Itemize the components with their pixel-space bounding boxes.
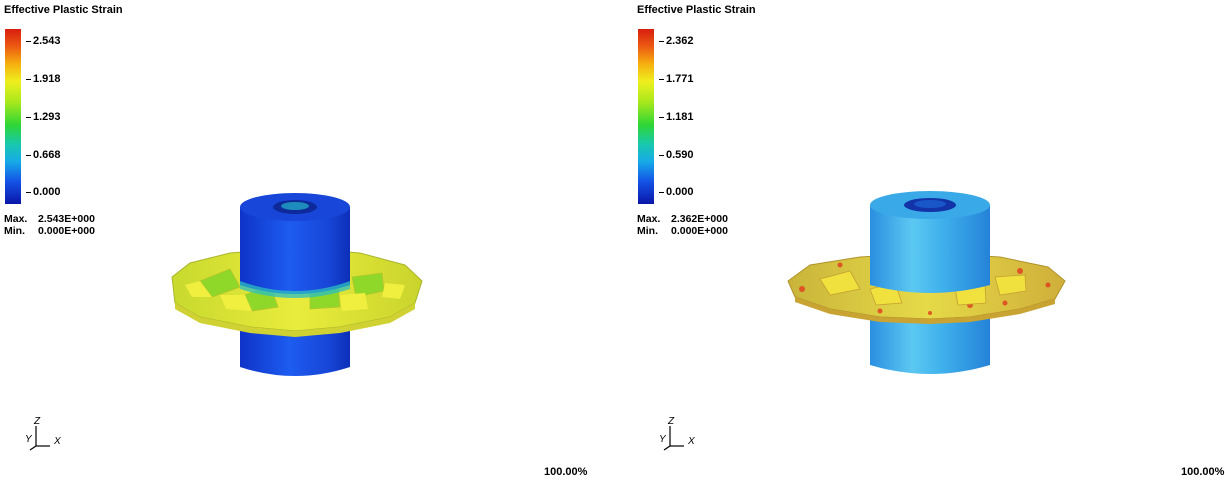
axis-triad: Z Y X (25, 416, 61, 451)
axis-triad: Z Y X (659, 416, 695, 451)
color-scale-bar (638, 29, 654, 204)
max-label: Max. (4, 213, 28, 225)
scale-tick-label: 2.543 (26, 36, 73, 47)
scale-tick-label: 1.771 (659, 74, 706, 85)
min-value: 0.000E+000 (38, 225, 95, 237)
zoom-level: 100.00% (1181, 466, 1225, 478)
max-label: Max. (637, 213, 661, 225)
part-model-render (787, 191, 1066, 374)
min-label: Min. (4, 225, 25, 237)
min-value: 0.000E+000 (671, 225, 728, 237)
result-panel-right: Effective Plastic Strain 2.362 1.771 1.1… (612, 0, 1225, 482)
color-scale-bar (5, 29, 21, 204)
axis-label-z: Z (667, 416, 675, 427)
min-label: Min. (637, 225, 658, 237)
scale-tick-label: 0.668 (26, 150, 73, 161)
result-panel-left: Effective Plastic Strain 2.543 1.918 1.2… (0, 0, 612, 482)
scale-tick-label: 0.000 (26, 187, 73, 198)
axis-label-z: Z (33, 416, 41, 427)
min-max-readout: Max. 2.543E+000 Min. 0.000E+000 (4, 213, 95, 237)
max-value: 2.362E+000 (671, 213, 728, 225)
legend-title: Effective Plastic Strain (4, 4, 123, 16)
scale-tick-label: 2.362 (659, 36, 706, 47)
axis-label-y: Y (25, 434, 33, 445)
axis-label-x: X (53, 436, 61, 447)
axis-label-y: Y (659, 434, 667, 445)
zoom-level: 100.00% (544, 466, 588, 478)
max-value: 2.543E+000 (38, 213, 95, 225)
legend-title: Effective Plastic Strain (637, 4, 756, 16)
scale-tick-label: 0.000 (659, 187, 706, 198)
axis-label-x: X (687, 436, 695, 447)
min-max-readout: Max. 2.362E+000 Min. 0.000E+000 (637, 213, 728, 237)
part-model-render (171, 193, 423, 376)
scale-tick-label: 1.918 (26, 74, 73, 85)
scale-tick-label: 1.293 (26, 112, 73, 123)
scale-tick-label: 0.590 (659, 150, 706, 161)
scale-tick-label: 1.181 (659, 112, 706, 123)
